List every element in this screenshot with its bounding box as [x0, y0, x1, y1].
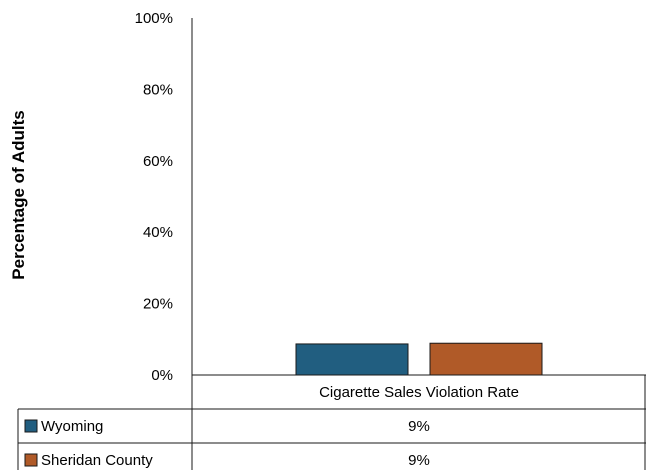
legend-series-name: Wyoming: [41, 418, 103, 435]
data-value-label: 9%: [408, 418, 430, 435]
y-axis-label: Percentage of Adults: [9, 110, 28, 279]
bars: [295, 342, 543, 376]
y-tick-label: 40%: [143, 224, 173, 241]
y-tick-label: 0%: [151, 367, 173, 384]
legend-series-name: Sheridan County: [41, 452, 153, 469]
legend-swatch: [24, 419, 38, 433]
data-value-label: 9%: [408, 452, 430, 469]
y-axis-ticks: 0% 20% 40% 60% 80% 100%: [135, 10, 173, 384]
y-tick-label: 60%: [143, 153, 173, 170]
y-tick-label: 100%: [135, 10, 173, 27]
bar: [429, 342, 543, 376]
y-tick-label: 80%: [143, 81, 173, 98]
data-table: Cigarette Sales Violation Rate Wyoming 9% S…: [17, 374, 646, 470]
legend-swatch: [24, 453, 38, 467]
y-tick-label: 20%: [143, 296, 173, 313]
bar: [295, 343, 409, 376]
category-label: Cigarette Sales Violation Rate: [319, 384, 519, 401]
